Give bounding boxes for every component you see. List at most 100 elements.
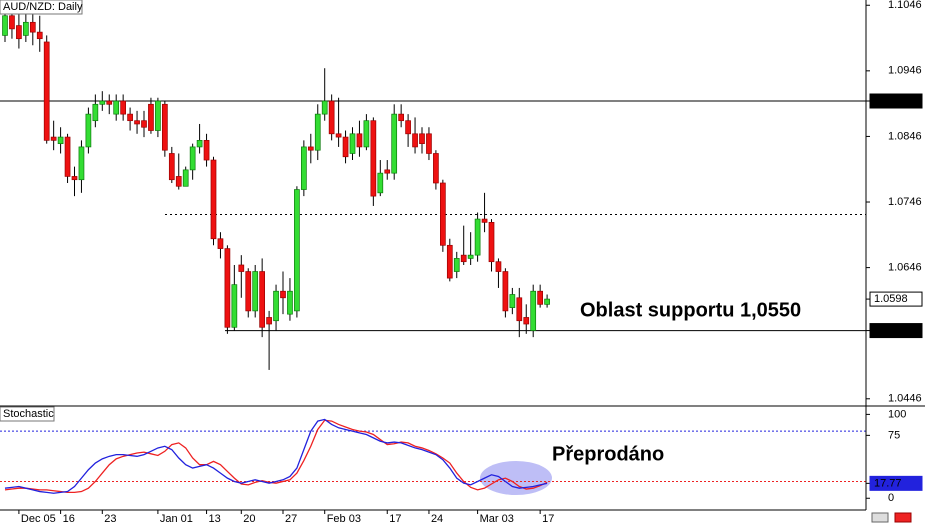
y-tick-label: 100: [888, 408, 906, 420]
value-box: [869, 475, 923, 491]
x-tick-label: 17: [542, 513, 554, 525]
candle-body: [314, 113, 321, 151]
candle-body: [155, 100, 161, 131]
scroll-button[interactable]: [894, 512, 912, 523]
candle-body: [544, 298, 550, 305]
candle-body: [224, 248, 231, 328]
candle-body: [398, 113, 404, 122]
candle-body: [92, 103, 99, 122]
y-tick-label: 1.0846: [888, 130, 922, 142]
candle-body: [377, 172, 384, 194]
candle-body: [141, 120, 147, 128]
candle-body: [537, 290, 544, 305]
y-tick-label: 1.1046: [888, 0, 922, 11]
candle-body: [217, 238, 224, 249]
candle-body: [162, 103, 168, 151]
x-tick-label: Feb 03: [327, 513, 361, 525]
candle-body: [203, 140, 210, 161]
candle-body: [530, 290, 537, 331]
candle-body: [321, 100, 328, 115]
candle-body: [356, 133, 363, 148]
candle-body: [287, 290, 293, 315]
candle-body: [419, 133, 425, 144]
candle-body: [301, 146, 307, 190]
candle-body: [57, 136, 64, 144]
x-tick-label: 23: [104, 513, 116, 525]
candle-body: [189, 146, 196, 171]
candle-body: [523, 317, 530, 325]
candle-body: [433, 153, 439, 184]
x-tick-label: 27: [285, 513, 297, 525]
candle-body: [2, 15, 8, 36]
plot-area: [0, 5, 866, 494]
candle-body: [474, 218, 481, 256]
candle-body: [210, 159, 217, 240]
candle-body: [23, 21, 29, 36]
scroll-button[interactable]: [871, 512, 889, 523]
candle-body: [16, 25, 22, 40]
candle-body: [36, 31, 43, 40]
candle-body: [502, 271, 509, 312]
candle-body: [328, 100, 335, 135]
candle-body: [168, 153, 175, 181]
panel-title: Stochastic: [3, 408, 54, 420]
x-tick-label: 16: [63, 513, 75, 525]
value-box: [869, 93, 923, 109]
candle-body: [266, 317, 272, 325]
value-label: 1.0598: [874, 293, 908, 305]
value-label: 1.0900: [874, 95, 908, 107]
candle-body: [106, 100, 113, 105]
x-tick-label: Dec 05: [21, 513, 56, 525]
candle-body: [175, 176, 182, 187]
candle-body: [259, 271, 265, 328]
candle-body: [43, 41, 50, 141]
y-tick-label: 1.0446: [888, 393, 922, 405]
candle-body: [9, 15, 15, 30]
candle-body: [231, 284, 238, 328]
y-tick-label: 1.0646: [888, 262, 922, 274]
candle-body: [467, 254, 474, 259]
value-label: 1.0550: [874, 324, 908, 336]
x-tick-label: Mar 03: [480, 513, 514, 525]
candle-body: [335, 133, 342, 138]
candle-body: [495, 261, 502, 272]
title-box: [0, 0, 83, 15]
candle-body: [481, 218, 488, 223]
series-line: [4, 419, 548, 494]
candle-body: [252, 271, 259, 312]
candle-body: [307, 146, 314, 151]
y-tick-label: 1.0746: [888, 196, 922, 208]
candle-body: [440, 182, 446, 246]
annotation: Oblast supportu 1,0550: [580, 299, 801, 321]
candle-body: [426, 133, 432, 154]
candle-body: [280, 290, 286, 299]
candle-body: [488, 221, 495, 263]
candle-body: [196, 140, 203, 148]
candle-body: [384, 169, 391, 174]
candle-body: [460, 254, 467, 263]
candle-body: [412, 133, 418, 148]
y-tick-label: 1.0946: [888, 65, 922, 77]
candle-body: [342, 136, 349, 158]
candle-body: [113, 100, 120, 115]
candle-body: [363, 120, 370, 148]
candle-body: [50, 136, 57, 141]
series-line: [4, 418, 548, 494]
candle-body: [29, 21, 36, 33]
candle-body: [516, 297, 523, 322]
candle-body: [64, 136, 71, 177]
x-tick-label: 24: [431, 513, 443, 525]
candle-body: [99, 100, 106, 105]
y-tick-label: 75: [888, 429, 900, 441]
x-tick-label: 20: [243, 513, 255, 525]
candle-body: [134, 120, 140, 125]
candle-body: [391, 113, 398, 174]
candle-body: [273, 290, 279, 322]
candle-body: [85, 113, 92, 148]
x-tick-label: 17: [389, 513, 401, 525]
candle-body: [349, 133, 356, 154]
highlight-ellipse: [480, 461, 552, 495]
candle-body: [120, 100, 127, 115]
candle-body: [370, 120, 377, 197]
candle-body: [78, 146, 85, 181]
